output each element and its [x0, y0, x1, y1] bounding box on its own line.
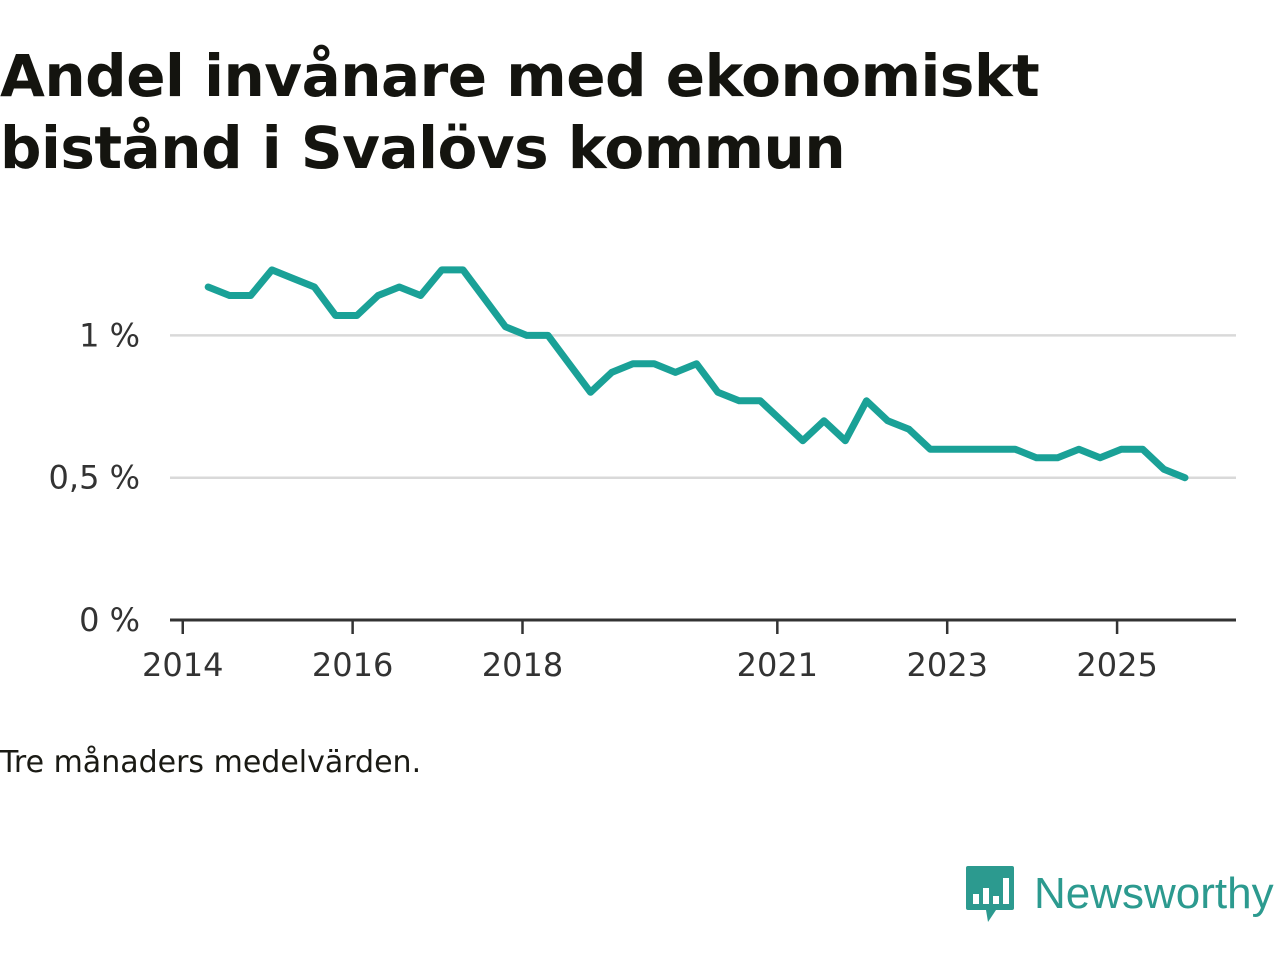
brand-name: Newsworthy: [1034, 869, 1274, 918]
y-tick-1: 0,5 %: [49, 459, 140, 497]
y-tick-label: 0,5 %: [49, 459, 140, 497]
x-tick-label: 2025: [1076, 646, 1157, 684]
chart-title: Andel invånare med ekonomiskt bistånd i …: [0, 42, 1040, 182]
newsworthy-logo-icon: [966, 866, 1014, 922]
y-tick-2: 1 %: [79, 316, 140, 354]
series-group: [204, 266, 1189, 482]
y-tick-0: 0 %: [79, 601, 140, 639]
x-tick-0: 2014: [142, 620, 223, 684]
x-tick-5: 2025: [1076, 620, 1158, 684]
x-tick-label: 2018: [482, 646, 563, 684]
y-axis: 0 % 0,5 % 1 %: [49, 316, 140, 639]
x-tick-label: 2021: [737, 646, 818, 684]
series-line-0: [204, 266, 1189, 482]
x-tick-1: 2016: [312, 620, 393, 684]
x-tick-3: 2021: [737, 620, 818, 684]
grid-lines: [170, 334, 1236, 479]
x-tick-2: 2018: [482, 620, 563, 684]
y-tick-label: 1 %: [79, 316, 140, 354]
chart-caption: Tre månaders medelvärden.: [0, 745, 422, 780]
x-tick-label: 2023: [906, 646, 987, 684]
x-tick-4: 2023: [906, 620, 988, 684]
x-axis: 2014 2016 2018 2021 2023 2025: [142, 618, 1236, 684]
y-tick-label: 0 %: [79, 601, 140, 639]
line-chart: 0 % 0,5 % 1 % 2014 2016 2018 2021 2023 2025: [49, 266, 1236, 684]
brand-logo: Newsworthy: [964, 864, 1274, 924]
x-tick-label: 2014: [142, 646, 223, 684]
x-tick-label: 2016: [312, 646, 393, 684]
